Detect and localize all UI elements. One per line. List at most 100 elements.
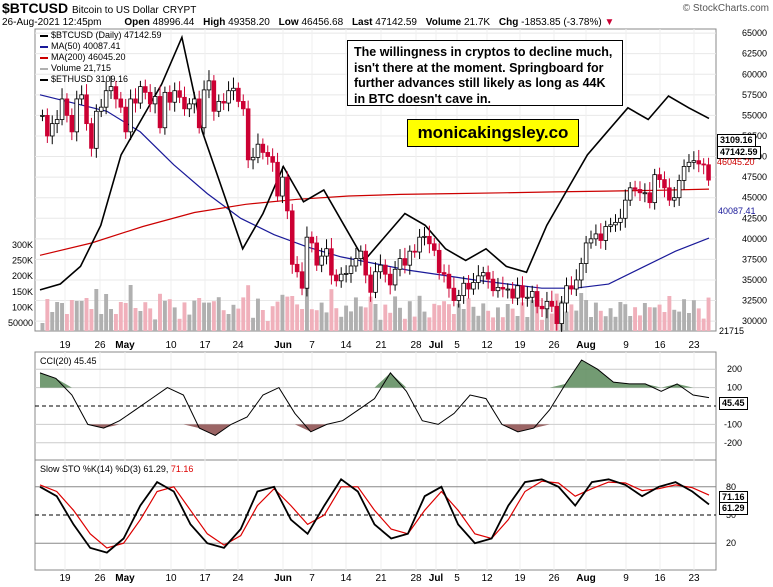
volume-bar bbox=[407, 301, 412, 331]
volume-tick-label: 50000 bbox=[8, 318, 33, 328]
volume-bar bbox=[94, 289, 99, 331]
candle-body bbox=[461, 282, 466, 297]
candle-body bbox=[79, 94, 84, 100]
volume-bar bbox=[128, 285, 133, 331]
volume-bar bbox=[118, 302, 123, 331]
volume-bar bbox=[535, 304, 540, 331]
low-value: 46456.68 bbox=[301, 17, 344, 28]
candle-body bbox=[353, 258, 359, 267]
volume-tick-label: 200K bbox=[12, 271, 33, 281]
candle-body bbox=[505, 288, 511, 291]
candle-body bbox=[525, 296, 530, 299]
volume-bar bbox=[148, 308, 153, 331]
x-tick-label: 24 bbox=[232, 340, 244, 351]
volume-bar bbox=[402, 318, 407, 331]
candle-body bbox=[103, 90, 109, 108]
sto-title: Slow STO %K(14) %D(3) 61.29, 71.16 bbox=[40, 464, 194, 474]
volume-bar bbox=[334, 308, 339, 331]
price-tick-label: 35000 bbox=[742, 275, 767, 285]
candle-body bbox=[451, 287, 457, 301]
candle-body bbox=[89, 123, 94, 149]
volume-bar bbox=[495, 307, 500, 331]
candle-body bbox=[54, 119, 60, 125]
last-value: 47142.59 bbox=[375, 17, 417, 28]
candle-body bbox=[358, 250, 364, 259]
volume-bar bbox=[265, 321, 270, 331]
volume-bar bbox=[515, 316, 520, 331]
candle-body bbox=[593, 233, 599, 240]
legend-ma50: MA(50) 40087.41 bbox=[40, 41, 121, 51]
copyright: © StockCharts.com bbox=[682, 3, 769, 14]
volume-bar bbox=[471, 306, 476, 331]
volume-bar bbox=[246, 285, 251, 331]
volume-bar bbox=[339, 316, 344, 331]
volume-bar bbox=[569, 304, 574, 331]
volume-bar bbox=[466, 298, 471, 331]
volume-bar bbox=[197, 298, 202, 331]
ma50-line bbox=[39, 94, 710, 289]
sto-tick-label: 20 bbox=[726, 538, 736, 548]
candle-body bbox=[206, 80, 212, 91]
volume-bar bbox=[608, 308, 613, 331]
volume-bar bbox=[55, 302, 60, 331]
candle-body bbox=[569, 285, 574, 290]
exchange: CRYPT bbox=[162, 5, 197, 16]
volume-bar bbox=[251, 317, 256, 331]
ma200-line bbox=[39, 188, 710, 256]
volume-bar bbox=[442, 301, 447, 331]
candle-body bbox=[676, 180, 682, 199]
x-tick-label-bottom: May bbox=[115, 573, 135, 584]
volume-bar bbox=[701, 318, 706, 331]
volume-tick-label: 100K bbox=[12, 302, 33, 312]
volume-bar bbox=[64, 314, 69, 331]
candle-body bbox=[642, 192, 648, 195]
candle-body bbox=[221, 101, 226, 104]
volume-bar bbox=[412, 316, 417, 331]
volume-bar bbox=[662, 312, 667, 331]
candle-body bbox=[348, 265, 354, 274]
volume-bar bbox=[123, 303, 128, 331]
candle-body bbox=[662, 179, 667, 189]
instrument-name: Bitcoin to US Dollar bbox=[72, 5, 159, 16]
volume-bar bbox=[638, 315, 642, 331]
candle-body bbox=[94, 110, 99, 149]
candle-body bbox=[495, 286, 501, 292]
symbol-title: $BTCUSD Bitcoin to US Dollar CRYPT bbox=[2, 0, 196, 16]
volume-bar bbox=[177, 318, 182, 331]
candle-body bbox=[187, 103, 192, 110]
x-tick-label-bottom: 14 bbox=[340, 573, 352, 584]
candle-body bbox=[686, 161, 692, 167]
volume-bar bbox=[300, 309, 304, 331]
x-tick-label: 9 bbox=[623, 340, 629, 351]
candle-body bbox=[392, 268, 398, 286]
sto-k-line bbox=[39, 478, 710, 554]
candle-body bbox=[691, 160, 697, 163]
volume-bar bbox=[564, 311, 569, 331]
candle-body bbox=[265, 152, 271, 157]
candle-body bbox=[59, 98, 65, 120]
volume-bar bbox=[60, 303, 64, 331]
candle-body bbox=[260, 143, 266, 153]
last-tag: 47142.59 bbox=[717, 146, 761, 159]
x-tick-label: Aug bbox=[576, 340, 595, 351]
candle-body bbox=[466, 282, 471, 290]
x-tick-label-bottom: 5 bbox=[454, 573, 460, 584]
candle-body bbox=[343, 272, 349, 275]
candle-body bbox=[152, 96, 158, 105]
x-tick-label-bottom: 24 bbox=[232, 573, 244, 584]
volume-bar bbox=[525, 317, 530, 331]
volume-bar bbox=[89, 309, 94, 331]
price-tick-label: 65000 bbox=[742, 28, 767, 38]
volume-bar bbox=[461, 309, 466, 331]
volume-bar bbox=[687, 313, 691, 331]
panel-frame-1 bbox=[34, 351, 717, 461]
x-tick-label-bottom: 10 bbox=[165, 573, 177, 584]
volume-bar bbox=[216, 297, 221, 331]
candle-body bbox=[387, 273, 393, 286]
volume-bar bbox=[285, 296, 290, 331]
volume-bar bbox=[309, 309, 314, 331]
x-tick-label: 28 bbox=[410, 340, 422, 351]
candle-body bbox=[240, 101, 246, 110]
volume-bar bbox=[451, 314, 456, 331]
